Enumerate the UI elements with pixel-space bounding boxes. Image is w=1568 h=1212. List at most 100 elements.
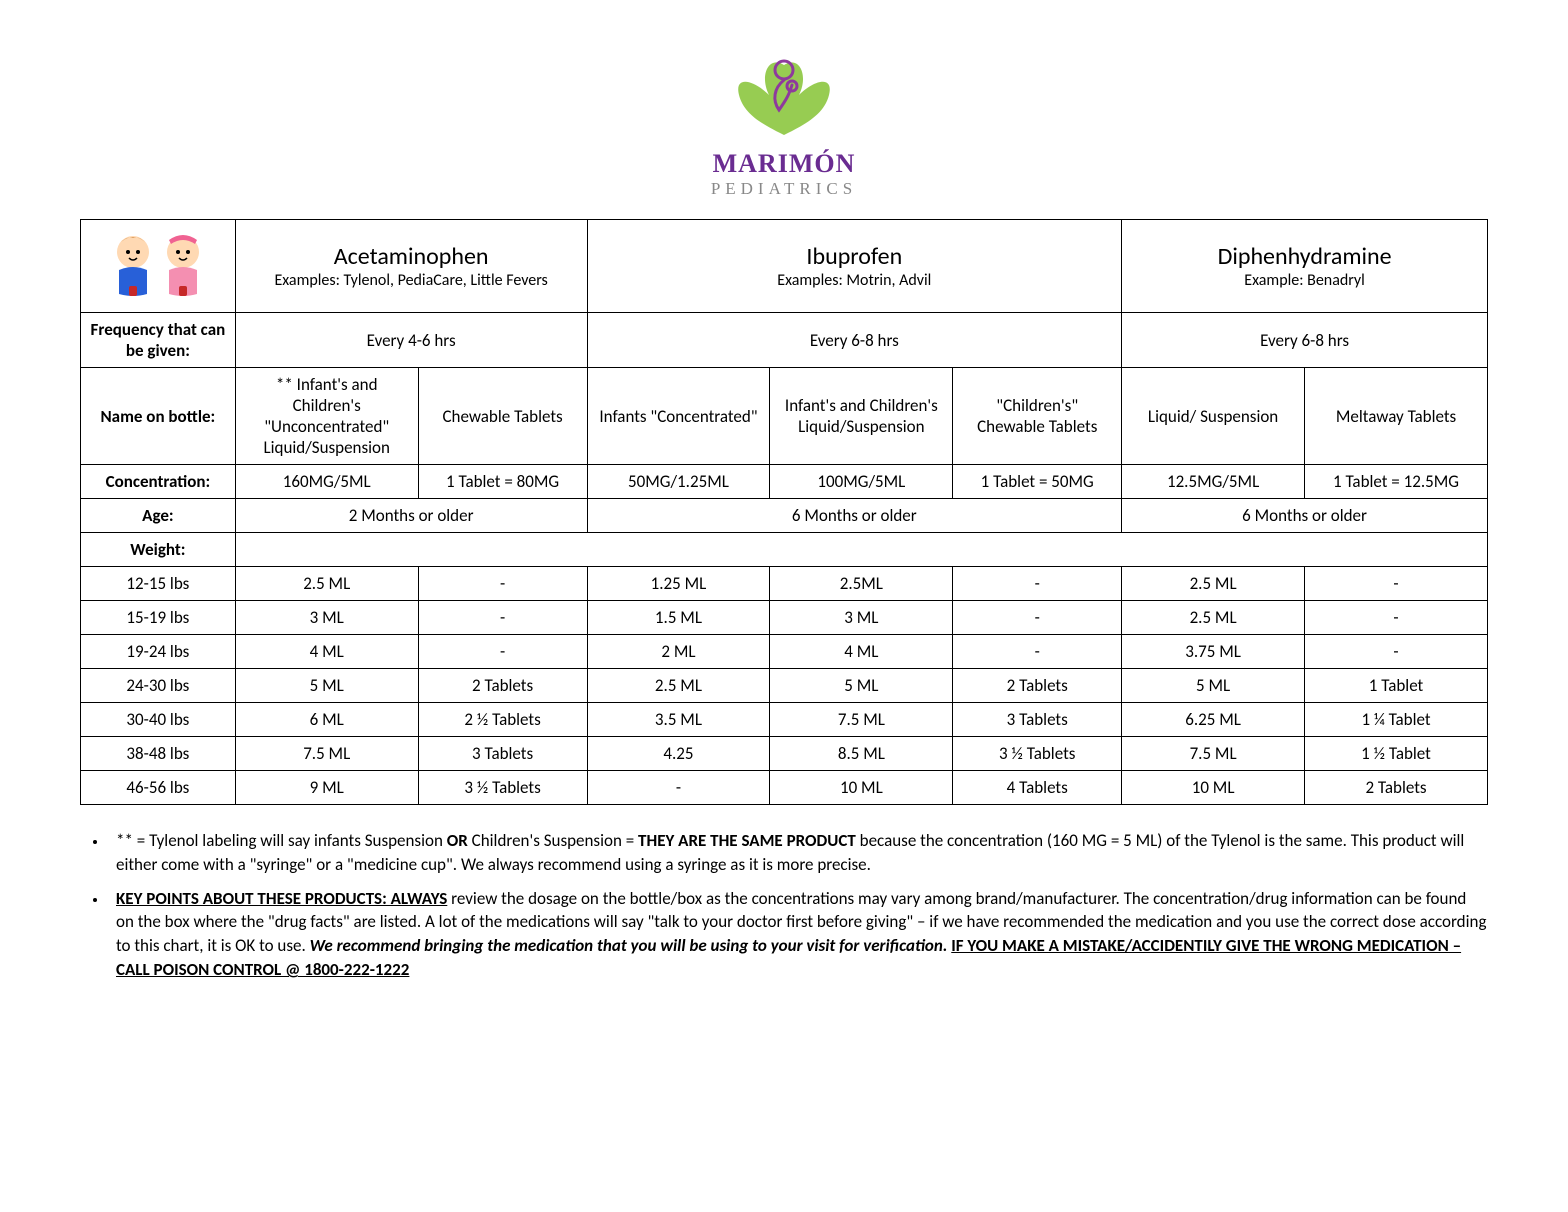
dose-cell: 3 ½ Tablets — [953, 737, 1122, 771]
conc-4: 1 Tablet = 50MG — [953, 465, 1122, 499]
note-2: KEY POINTS ABOUT THESE PRODUCTS: ALWAYS … — [108, 887, 1488, 982]
med-subtitle: Examples: Motrin, Advil — [596, 271, 1114, 290]
med-subtitle: Example: Benadryl — [1130, 271, 1479, 290]
frequency-label: Frequency that can be given: — [81, 313, 236, 368]
dose-cell: - — [1305, 601, 1488, 635]
med-title: Diphenhydramine — [1130, 242, 1479, 271]
name-on-bottle-row: Name on bottle: ** Infant's and Children… — [81, 368, 1488, 465]
dose-cell: 4 Tablets — [953, 771, 1122, 805]
conc-6: 1 Tablet = 12.5MG — [1305, 465, 1488, 499]
dose-cell: 6.25 ML — [1122, 703, 1305, 737]
notes: ** = Tylenol labeling will say infants S… — [80, 829, 1488, 982]
note-text: KEY POINTS ABOUT THESE PRODUCTS: ALWAYS — [116, 888, 447, 909]
dose-cell: 2.5 ML — [235, 567, 418, 601]
concentration-row: Concentration: 160MG/5ML 1 Tablet = 80MG… — [81, 465, 1488, 499]
nob-3: Infant's and Children's Liquid/Suspensio… — [770, 368, 953, 465]
weight-header-row: Weight: — [81, 533, 1488, 567]
dose-cell: 5 ML — [770, 669, 953, 703]
conc-5: 12.5MG/5ML — [1122, 465, 1305, 499]
conc-0: 160MG/5ML — [235, 465, 418, 499]
dose-cell: 1 ½ Tablet — [1305, 737, 1488, 771]
name-on-bottle-label: Name on bottle: — [81, 368, 236, 465]
dose-cell: 9 ML — [235, 771, 418, 805]
nob-2: Infants "Concentrated" — [587, 368, 770, 465]
dose-cell: 10 ML — [1122, 771, 1305, 805]
dose-cell: - — [1305, 567, 1488, 601]
med-title: Ibuprofen — [596, 242, 1114, 271]
conc-2: 50MG/1.25ML — [587, 465, 770, 499]
note-text: ** = Tylenol labeling will say infants S… — [116, 830, 447, 851]
table-row: 38-48 lbs7.5 ML3 Tablets4.258.5 ML3 ½ Ta… — [81, 737, 1488, 771]
dose-cell: 4 ML — [770, 635, 953, 669]
weight-cell: 38-48 lbs — [81, 737, 236, 771]
weight-cell: 30-40 lbs — [81, 703, 236, 737]
note-1: ** = Tylenol labeling will say infants S… — [108, 829, 1488, 877]
freq-acet: Every 4-6 hrs — [235, 313, 587, 368]
dose-cell: - — [1305, 635, 1488, 669]
weight-cell: 46-56 lbs — [81, 771, 236, 805]
freq-diph: Every 6-8 hrs — [1122, 313, 1488, 368]
dose-cell: 3 Tablets — [953, 703, 1122, 737]
note-text: We recommend bringing the medication tha… — [310, 935, 952, 956]
weight-cell: 24-30 lbs — [81, 669, 236, 703]
dose-cell: - — [587, 771, 770, 805]
table-row: 15-19 lbs3 ML-1.5 ML3 ML-2.5 ML- — [81, 601, 1488, 635]
dose-cell: 7.5 ML — [1122, 737, 1305, 771]
dose-cell: 2 ½ Tablets — [418, 703, 587, 737]
dose-cell: 2.5ML — [770, 567, 953, 601]
age-row: Age: 2 Months or older 6 Months or older… — [81, 499, 1488, 533]
logo-sub-text: PEDIATRICS — [711, 179, 857, 198]
babies-icon — [103, 226, 213, 306]
dose-cell: 1.5 ML — [587, 601, 770, 635]
dose-cell: - — [953, 601, 1122, 635]
dose-cell: 4 ML — [235, 635, 418, 669]
table-row: 30-40 lbs6 ML2 ½ Tablets3.5 ML7.5 ML3 Ta… — [81, 703, 1488, 737]
dose-cell: - — [418, 601, 587, 635]
weight-cell: 19-24 lbs — [81, 635, 236, 669]
dose-cell: - — [953, 567, 1122, 601]
weight-empty — [235, 533, 1487, 567]
babies-icon-cell — [81, 220, 236, 313]
logo: MARIMÓN PEDIATRICS — [80, 40, 1488, 199]
conc-3: 100MG/5ML — [770, 465, 953, 499]
dose-cell: 2 Tablets — [953, 669, 1122, 703]
logo-icon — [724, 40, 844, 140]
dose-cell: 3.75 ML — [1122, 635, 1305, 669]
age-diph: 6 Months or older — [1122, 499, 1488, 533]
med-header-acetaminophen: Acetaminophen Examples: Tylenol, PediaCa… — [235, 220, 587, 313]
conc-1: 1 Tablet = 80MG — [418, 465, 587, 499]
dose-cell: 3 ½ Tablets — [418, 771, 587, 805]
dose-cell: 4.25 — [587, 737, 770, 771]
dose-cell: 2 Tablets — [1305, 771, 1488, 805]
table-row: 19-24 lbs4 ML-2 ML4 ML-3.75 ML- — [81, 635, 1488, 669]
logo-main-text: MARIMÓN — [713, 149, 856, 178]
dose-cell: 5 ML — [235, 669, 418, 703]
note-text: Children's Suspension = — [468, 830, 638, 851]
med-title: Acetaminophen — [244, 242, 579, 271]
nob-5: Liquid/ Suspension — [1122, 368, 1305, 465]
dose-cell: 7.5 ML — [235, 737, 418, 771]
dose-cell: 1 ¼ Tablet — [1305, 703, 1488, 737]
dose-cell: 6 ML — [235, 703, 418, 737]
dose-cell: 1.25 ML — [587, 567, 770, 601]
dose-cell: 3 ML — [770, 601, 953, 635]
table-row: 46-56 lbs9 ML3 ½ Tablets-10 ML4 Tablets1… — [81, 771, 1488, 805]
age-acet: 2 Months or older — [235, 499, 587, 533]
dose-cell: - — [953, 635, 1122, 669]
note-text: OR — [447, 830, 468, 851]
header-row: Acetaminophen Examples: Tylenol, PediaCa… — [81, 220, 1488, 313]
table-row: 24-30 lbs5 ML2 Tablets2.5 ML5 ML2 Tablet… — [81, 669, 1488, 703]
frequency-row: Frequency that can be given: Every 4-6 h… — [81, 313, 1488, 368]
weight-cell: 15-19 lbs — [81, 601, 236, 635]
dose-cell: 7.5 ML — [770, 703, 953, 737]
dose-cell: - — [418, 567, 587, 601]
dose-cell: 2.5 ML — [587, 669, 770, 703]
dose-cell: 8.5 ML — [770, 737, 953, 771]
med-header-ibuprofen: Ibuprofen Examples: Motrin, Advil — [587, 220, 1122, 313]
nob-0: ** Infant's and Children's "Unconcentrat… — [235, 368, 418, 465]
dose-cell: 10 ML — [770, 771, 953, 805]
med-header-diphenhydramine: Diphenhydramine Example: Benadryl — [1122, 220, 1488, 313]
dose-cell: 2 ML — [587, 635, 770, 669]
weight-cell: 12-15 lbs — [81, 567, 236, 601]
note-text: THEY ARE THE SAME PRODUCT — [638, 830, 856, 851]
